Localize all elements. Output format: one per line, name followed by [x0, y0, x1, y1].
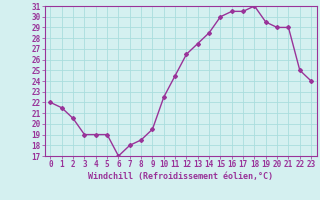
X-axis label: Windchill (Refroidissement éolien,°C): Windchill (Refroidissement éolien,°C)	[88, 172, 273, 181]
